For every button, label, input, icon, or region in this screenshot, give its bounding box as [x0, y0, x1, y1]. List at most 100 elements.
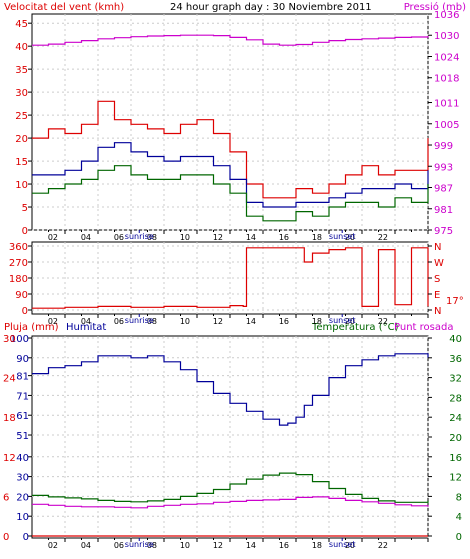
x-tick-label: 22 [378, 317, 388, 326]
x-tick-label: 14 [246, 317, 256, 326]
sunrise-marker: sunrise [125, 316, 154, 325]
humidity-tick-label: 81 [16, 372, 29, 383]
humidity-label: Humitat [66, 322, 106, 333]
rain-tick-label: 30 [3, 334, 16, 345]
x-tick-label: 06 [114, 541, 124, 550]
x-tick-label: 18 [312, 233, 322, 242]
direction-tick-label: 90 [15, 290, 28, 301]
temperature-tick-label: 4 [456, 512, 462, 523]
x-tick-label: 14 [246, 233, 256, 242]
series-temperatura-line [32, 472, 429, 503]
rain-tick-label: 6 [3, 492, 9, 503]
pressure-label: Pressió (mb) [404, 1, 466, 13]
compass-label: N [434, 242, 441, 253]
wind-speed-tick-label: 25 [15, 111, 28, 122]
wind-speed-tick-label: 20 [15, 134, 28, 145]
x-tick-label: 20 [345, 541, 355, 550]
sunset-marker: sunset [329, 540, 356, 549]
rain-label: Pluja (mm) [4, 322, 59, 333]
pressure-tick-label: 1011 [434, 99, 459, 110]
temperature-tick-label: 36 [449, 354, 462, 365]
sunrise-marker: sunrise [125, 232, 154, 241]
series-avg-line [32, 142, 429, 208]
humidity-tick-label: 71 [16, 391, 29, 402]
x-tick-label: 22 [378, 541, 388, 550]
series-wind-direction-line [32, 247, 429, 309]
direction-tick-label: 360 [9, 242, 28, 253]
sunset-marker: sunset [329, 316, 356, 325]
x-tick-label: 04 [81, 317, 91, 326]
humidity-tick-label: 10 [16, 512, 29, 523]
x-tick-label: 02 [48, 317, 58, 326]
humidity-tick-label: 0 [23, 532, 29, 543]
x-tick-label: 04 [81, 541, 91, 550]
pressure-tick-label: 981 [434, 205, 453, 216]
temperature-tick-label: 8 [456, 492, 462, 503]
rain-tick-label: 18 [3, 413, 16, 424]
x-tick-label: 16 [279, 233, 289, 242]
pressure-tick-label: 975 [434, 226, 453, 237]
x-tick-label: 10 [180, 233, 190, 242]
rain-tick-label: 12 [3, 453, 16, 464]
x-tick-label: 04 [81, 233, 91, 242]
x-tick-label: 22 [378, 233, 388, 242]
x-tick-label: 14 [246, 541, 256, 550]
temperature-label: Temperatura (°C) [311, 322, 399, 333]
x-tick-label: 08 [147, 233, 157, 242]
direction-tick-label: 270 [9, 258, 28, 269]
wind-speed-tick-label: 5 [22, 203, 28, 214]
current-temp-readout: 17° [446, 296, 464, 307]
x-tick-label: 16 [279, 541, 289, 550]
pressure-tick-label: 1036 [434, 10, 459, 21]
pressure-tick-label: 999 [434, 141, 453, 152]
x-tick-label: 02 [48, 541, 58, 550]
humidity-tick-label: 20 [16, 492, 29, 503]
sunset-marker: sunset [329, 232, 356, 241]
x-tick-label: 06 [114, 317, 124, 326]
series-humitat-line [32, 353, 429, 426]
x-tick-label: 10 [180, 317, 190, 326]
compass-label: E [434, 290, 440, 301]
rain-tick-label: 0 [3, 532, 9, 543]
series-pressi-line [32, 34, 429, 46]
compass-label: S [434, 274, 440, 285]
pressure-tick-label: 993 [434, 162, 453, 173]
x-tick-label: 08 [147, 541, 157, 550]
pressure-tick-label: 1024 [434, 52, 459, 63]
dewpoint-label: Punt rosada [394, 322, 453, 333]
x-tick-label: 18 [312, 541, 322, 550]
direction-tick-label: 180 [9, 274, 28, 285]
pressure-tick-label: 1030 [434, 31, 459, 42]
x-tick-label: 12 [213, 233, 223, 242]
temperature-tick-label: 40 [449, 334, 462, 345]
humidity-tick-label: 40 [16, 453, 29, 464]
temperature-tick-label: 12 [449, 473, 462, 484]
x-tick-label: 20 [345, 317, 355, 326]
wind-speed-tick-label: 35 [15, 65, 28, 76]
wind-speed-tick-label: 15 [15, 157, 28, 168]
compass-label: N [434, 306, 441, 317]
graph-title: 24 hour graph day : 30 Noviembre 2011 [170, 2, 372, 13]
temperature-tick-label: 24 [449, 413, 462, 424]
x-tick-label: 20 [345, 233, 355, 242]
humidity-tick-label: 51 [16, 431, 29, 442]
pressure-tick-label: 987 [434, 184, 453, 195]
x-tick-label: 02 [48, 233, 58, 242]
temperature-tick-label: 0 [456, 532, 462, 543]
pressure-tick-label: 1018 [434, 74, 459, 85]
rain-tick-label: 24 [3, 374, 16, 385]
series-puntrosada-line [32, 496, 429, 509]
humidity-tick-label: 90 [16, 354, 29, 365]
x-tick-label: 18 [312, 317, 322, 326]
direction-tick-label: 0 [22, 306, 28, 317]
humidity-tick-label: 61 [16, 411, 29, 422]
temperature-tick-label: 28 [449, 393, 462, 404]
temperature-tick-label: 32 [449, 374, 462, 385]
humidity-tick-label: 100 [10, 334, 29, 345]
wind-speed-tick-label: 45 [15, 19, 28, 30]
x-tick-label: 06 [114, 233, 124, 242]
temperature-tick-label: 16 [449, 453, 462, 464]
series-gust-line [32, 100, 429, 199]
wind-speed-tick-label: 10 [15, 180, 28, 191]
humidity-tick-label: 30 [16, 473, 29, 484]
